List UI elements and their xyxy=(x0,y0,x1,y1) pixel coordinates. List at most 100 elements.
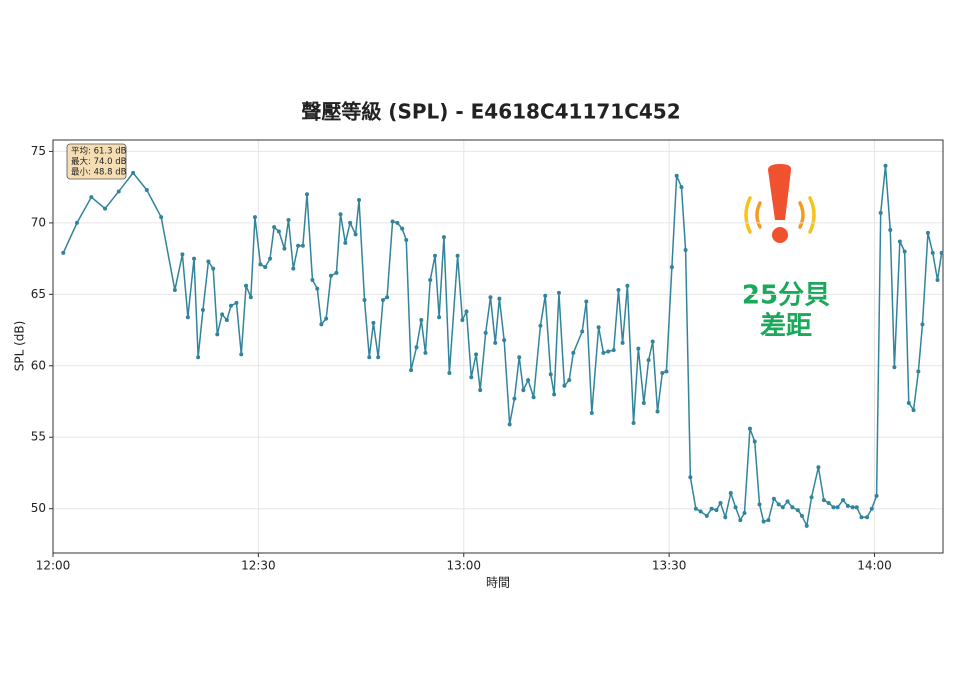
data-point xyxy=(200,308,205,313)
data-point xyxy=(571,350,576,355)
data-line xyxy=(62,165,943,529)
data-point xyxy=(428,278,433,283)
data-point xyxy=(192,256,197,261)
data-point xyxy=(831,505,836,510)
data-point xyxy=(61,250,66,255)
data-point xyxy=(395,220,400,225)
chart-title: 聲壓等級 (SPL) - E4618C41171C452 xyxy=(301,100,680,124)
y-tick-label: 55 xyxy=(31,430,46,444)
data-point xyxy=(409,368,414,373)
data-point xyxy=(728,490,733,495)
data-point xyxy=(206,259,211,264)
data-point xyxy=(742,510,747,515)
data-point xyxy=(315,286,320,291)
data-point xyxy=(371,320,376,325)
data-point xyxy=(688,475,693,480)
data-point xyxy=(835,505,840,510)
data-point xyxy=(455,253,460,258)
data-point xyxy=(474,352,479,357)
data-point xyxy=(433,253,438,258)
data-point xyxy=(664,369,669,374)
data-point xyxy=(714,508,719,513)
data-point xyxy=(655,409,660,414)
data-point xyxy=(343,240,348,245)
x-tick-label: 13:30 xyxy=(652,559,687,573)
data-point xyxy=(631,420,636,425)
data-point xyxy=(859,515,864,520)
data-point xyxy=(589,410,594,415)
data-point xyxy=(865,515,870,520)
data-point xyxy=(567,378,572,383)
data-point xyxy=(704,513,709,518)
data-point xyxy=(437,315,442,320)
data-point xyxy=(464,309,469,314)
data-point xyxy=(646,358,651,363)
data-point xyxy=(324,316,329,321)
stats-text: 最大: 74.0 dB xyxy=(71,156,127,167)
data-point xyxy=(718,500,723,505)
data-point xyxy=(215,332,220,337)
data-point xyxy=(229,303,233,308)
data-point xyxy=(478,388,483,393)
data-point xyxy=(757,502,762,507)
data-point xyxy=(234,300,239,305)
grid xyxy=(52,140,943,553)
y-tick-label: 70 xyxy=(31,215,46,229)
annotation-text: 差距 xyxy=(760,311,812,342)
data-point xyxy=(939,250,944,255)
data-point xyxy=(925,230,930,235)
data-point xyxy=(414,345,419,350)
data-point xyxy=(902,249,907,254)
data-point xyxy=(483,330,488,335)
y-tick-label: 65 xyxy=(31,287,46,301)
data-point xyxy=(239,352,244,357)
data-point xyxy=(512,396,517,401)
data-point xyxy=(611,348,616,353)
data-point xyxy=(616,288,621,293)
alarm-icon xyxy=(744,164,816,243)
data-point xyxy=(507,422,512,427)
data-point xyxy=(620,340,625,345)
data-point xyxy=(854,505,859,510)
data-point xyxy=(543,293,548,298)
x-tick-label: 13:00 xyxy=(446,559,481,573)
data-point xyxy=(888,228,893,233)
data-point xyxy=(531,395,536,400)
data-point xyxy=(224,318,229,323)
y-tick-label: 75 xyxy=(31,144,46,158)
data-point xyxy=(319,322,324,327)
data-point xyxy=(761,519,766,524)
data-point xyxy=(521,388,526,393)
data-point xyxy=(636,346,641,351)
data-point xyxy=(469,375,474,380)
data-point xyxy=(400,226,405,231)
y-tick-label: 60 xyxy=(31,358,46,372)
data-point xyxy=(447,370,452,375)
data-point xyxy=(291,266,296,271)
data-point xyxy=(580,329,585,334)
x-axis-label: 時間 xyxy=(486,576,510,590)
data-point xyxy=(423,350,428,355)
data-point xyxy=(362,298,367,303)
data-point xyxy=(584,299,589,304)
data-point xyxy=(144,188,149,193)
data-point xyxy=(460,318,465,323)
data-point xyxy=(497,296,502,301)
data-point xyxy=(310,278,315,283)
data-point xyxy=(799,513,804,518)
data-point xyxy=(390,219,395,224)
data-point xyxy=(878,210,883,215)
stats-text: 最小: 48.8 dB xyxy=(71,167,127,178)
data-point xyxy=(276,229,281,234)
data-point xyxy=(674,173,679,178)
data-point xyxy=(606,349,611,354)
data-point xyxy=(548,372,553,377)
data-point xyxy=(268,256,273,261)
data-point xyxy=(660,370,665,375)
data-point xyxy=(683,248,688,253)
data-point xyxy=(258,262,263,267)
data-point xyxy=(367,355,372,360)
data-point xyxy=(357,198,362,203)
stats-text: 平均: 61.3 dB xyxy=(71,146,127,157)
